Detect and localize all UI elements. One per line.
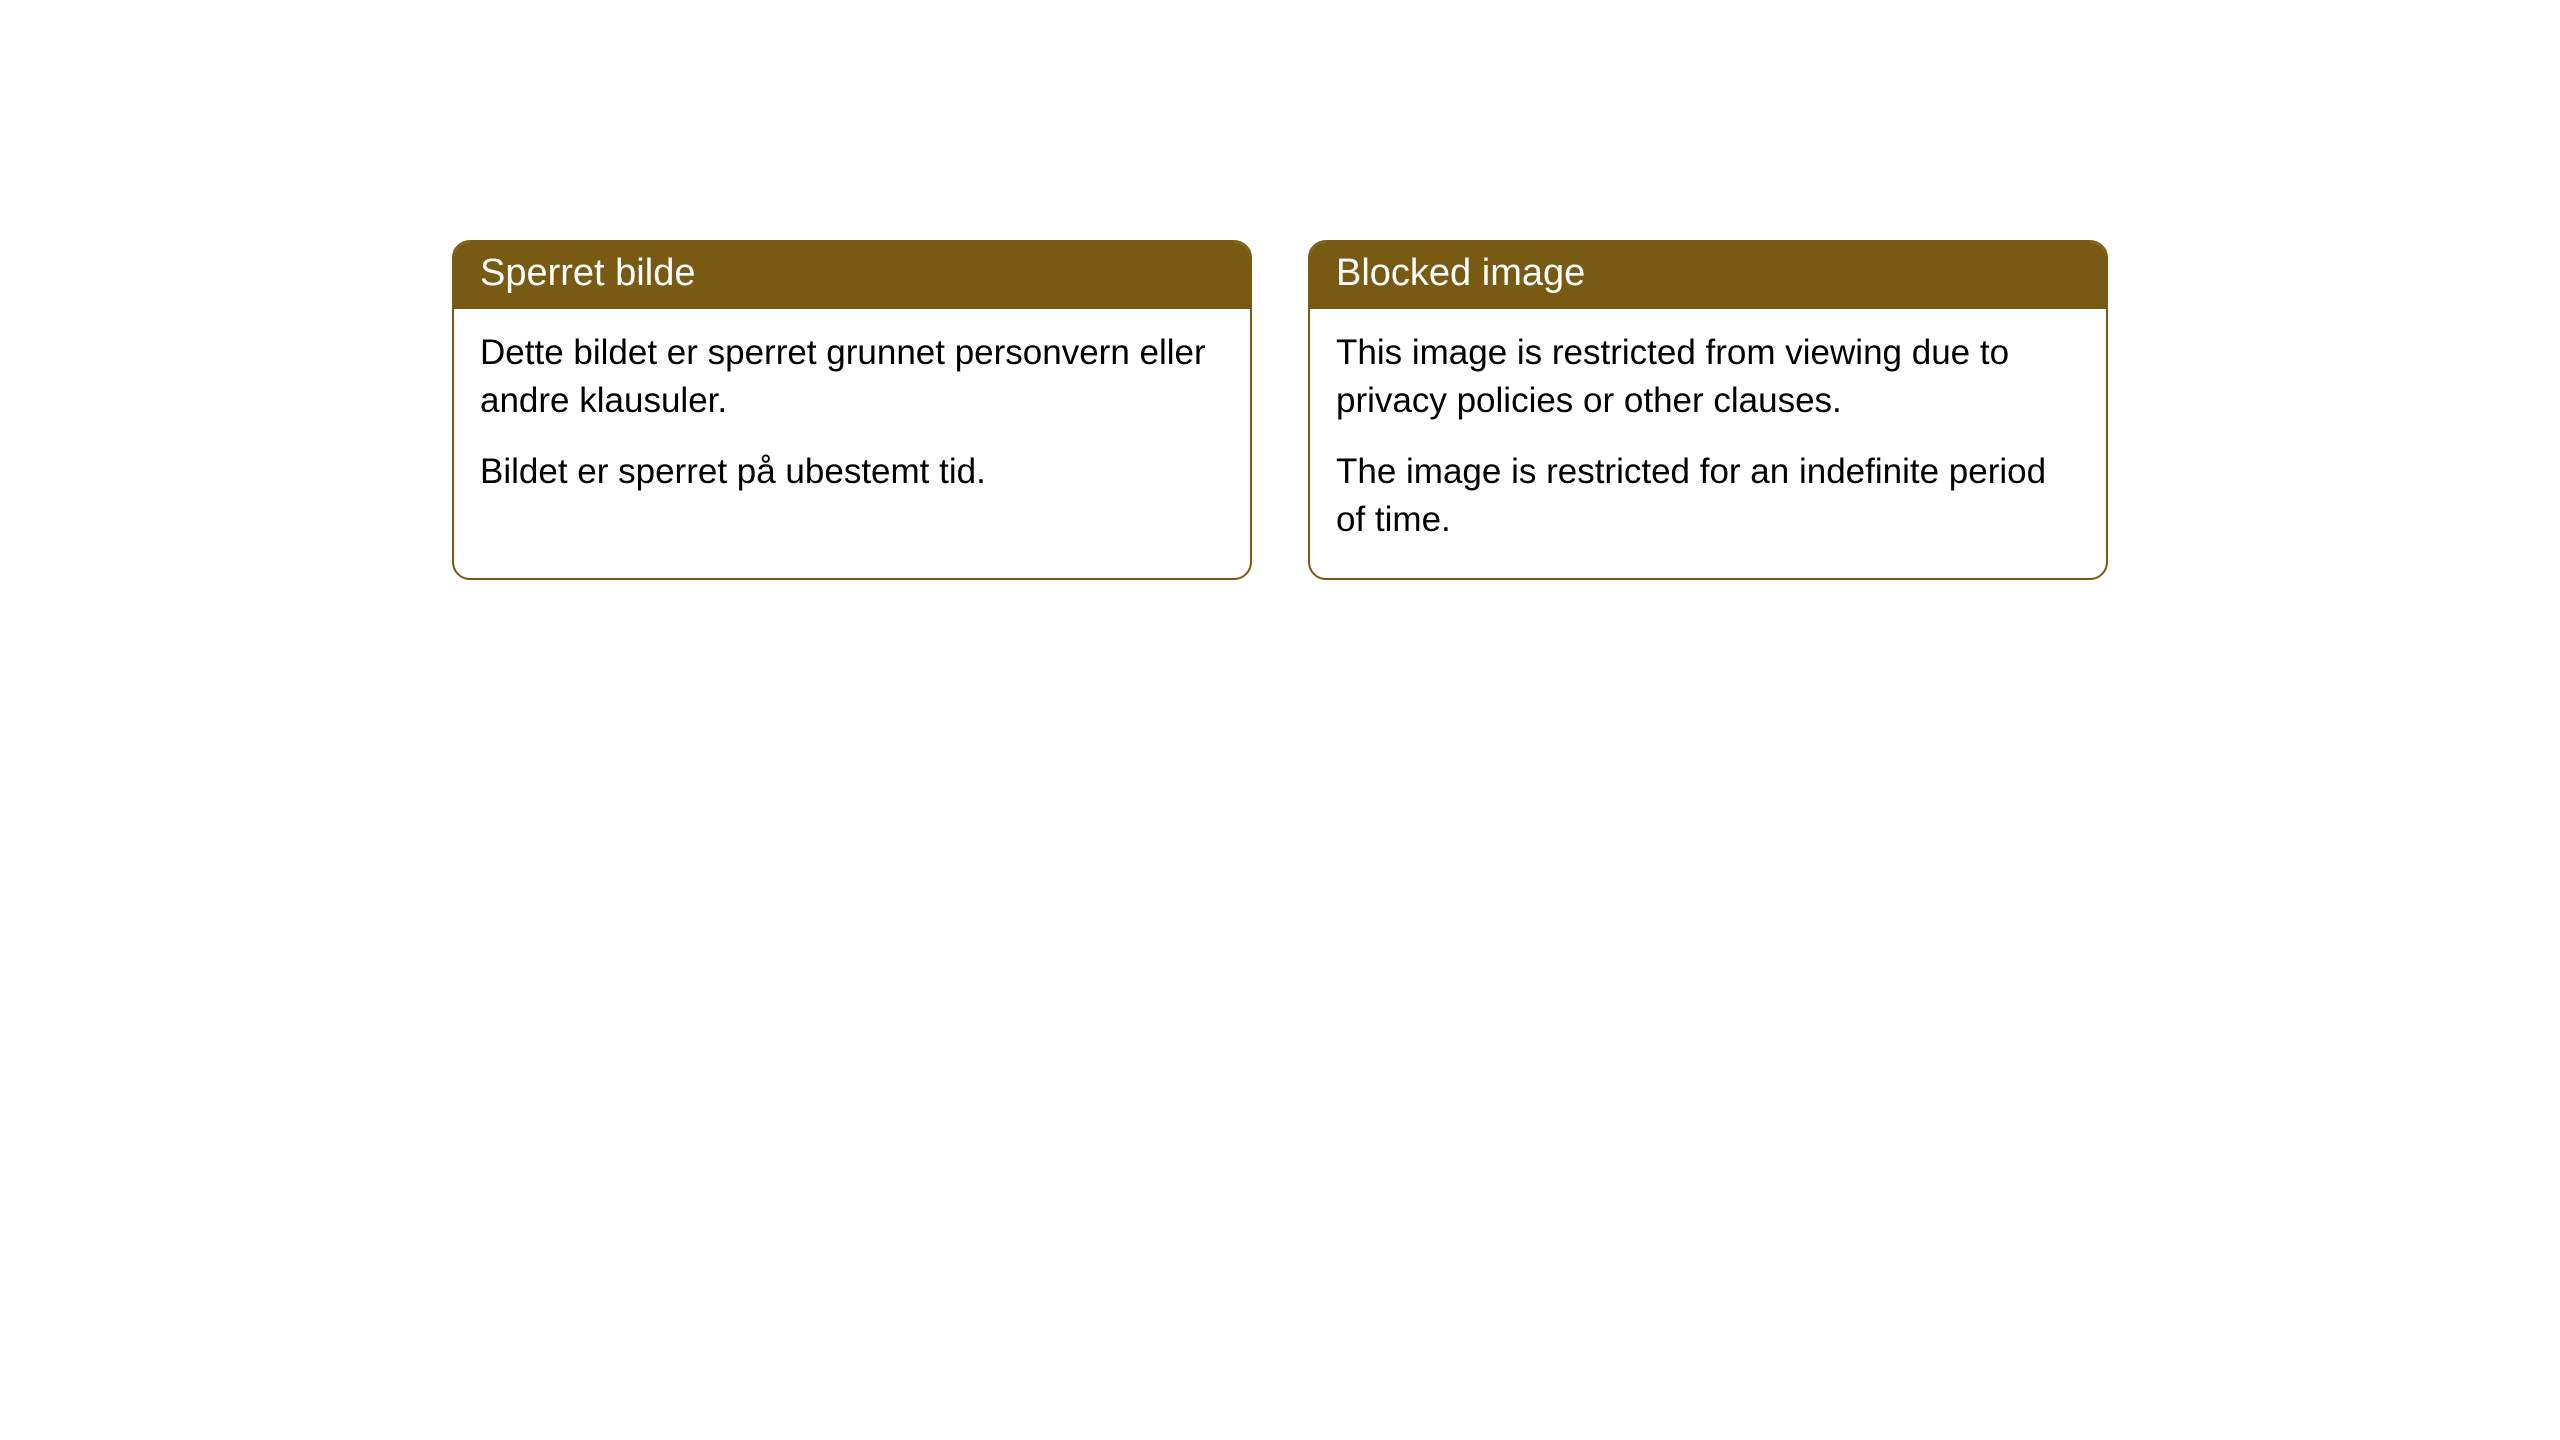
card-body: This image is restricted from viewing du… — [1310, 309, 2106, 578]
card-header: Blocked image — [1310, 242, 2106, 309]
notice-container: Sperret bilde Dette bildet er sperret gr… — [452, 240, 2108, 580]
notice-card-norwegian: Sperret bilde Dette bildet er sperret gr… — [452, 240, 1252, 580]
card-header: Sperret bilde — [454, 242, 1250, 309]
notice-card-english: Blocked image This image is restricted f… — [1308, 240, 2108, 580]
card-paragraph: This image is restricted from viewing du… — [1336, 329, 2080, 426]
card-paragraph: Dette bildet er sperret grunnet personve… — [480, 329, 1224, 426]
card-title: Blocked image — [1336, 252, 1585, 294]
card-paragraph: The image is restricted for an indefinit… — [1336, 448, 2080, 545]
card-title: Sperret bilde — [480, 252, 695, 294]
card-paragraph: Bildet er sperret på ubestemt tid. — [480, 448, 1224, 496]
card-body: Dette bildet er sperret grunnet personve… — [454, 309, 1250, 530]
